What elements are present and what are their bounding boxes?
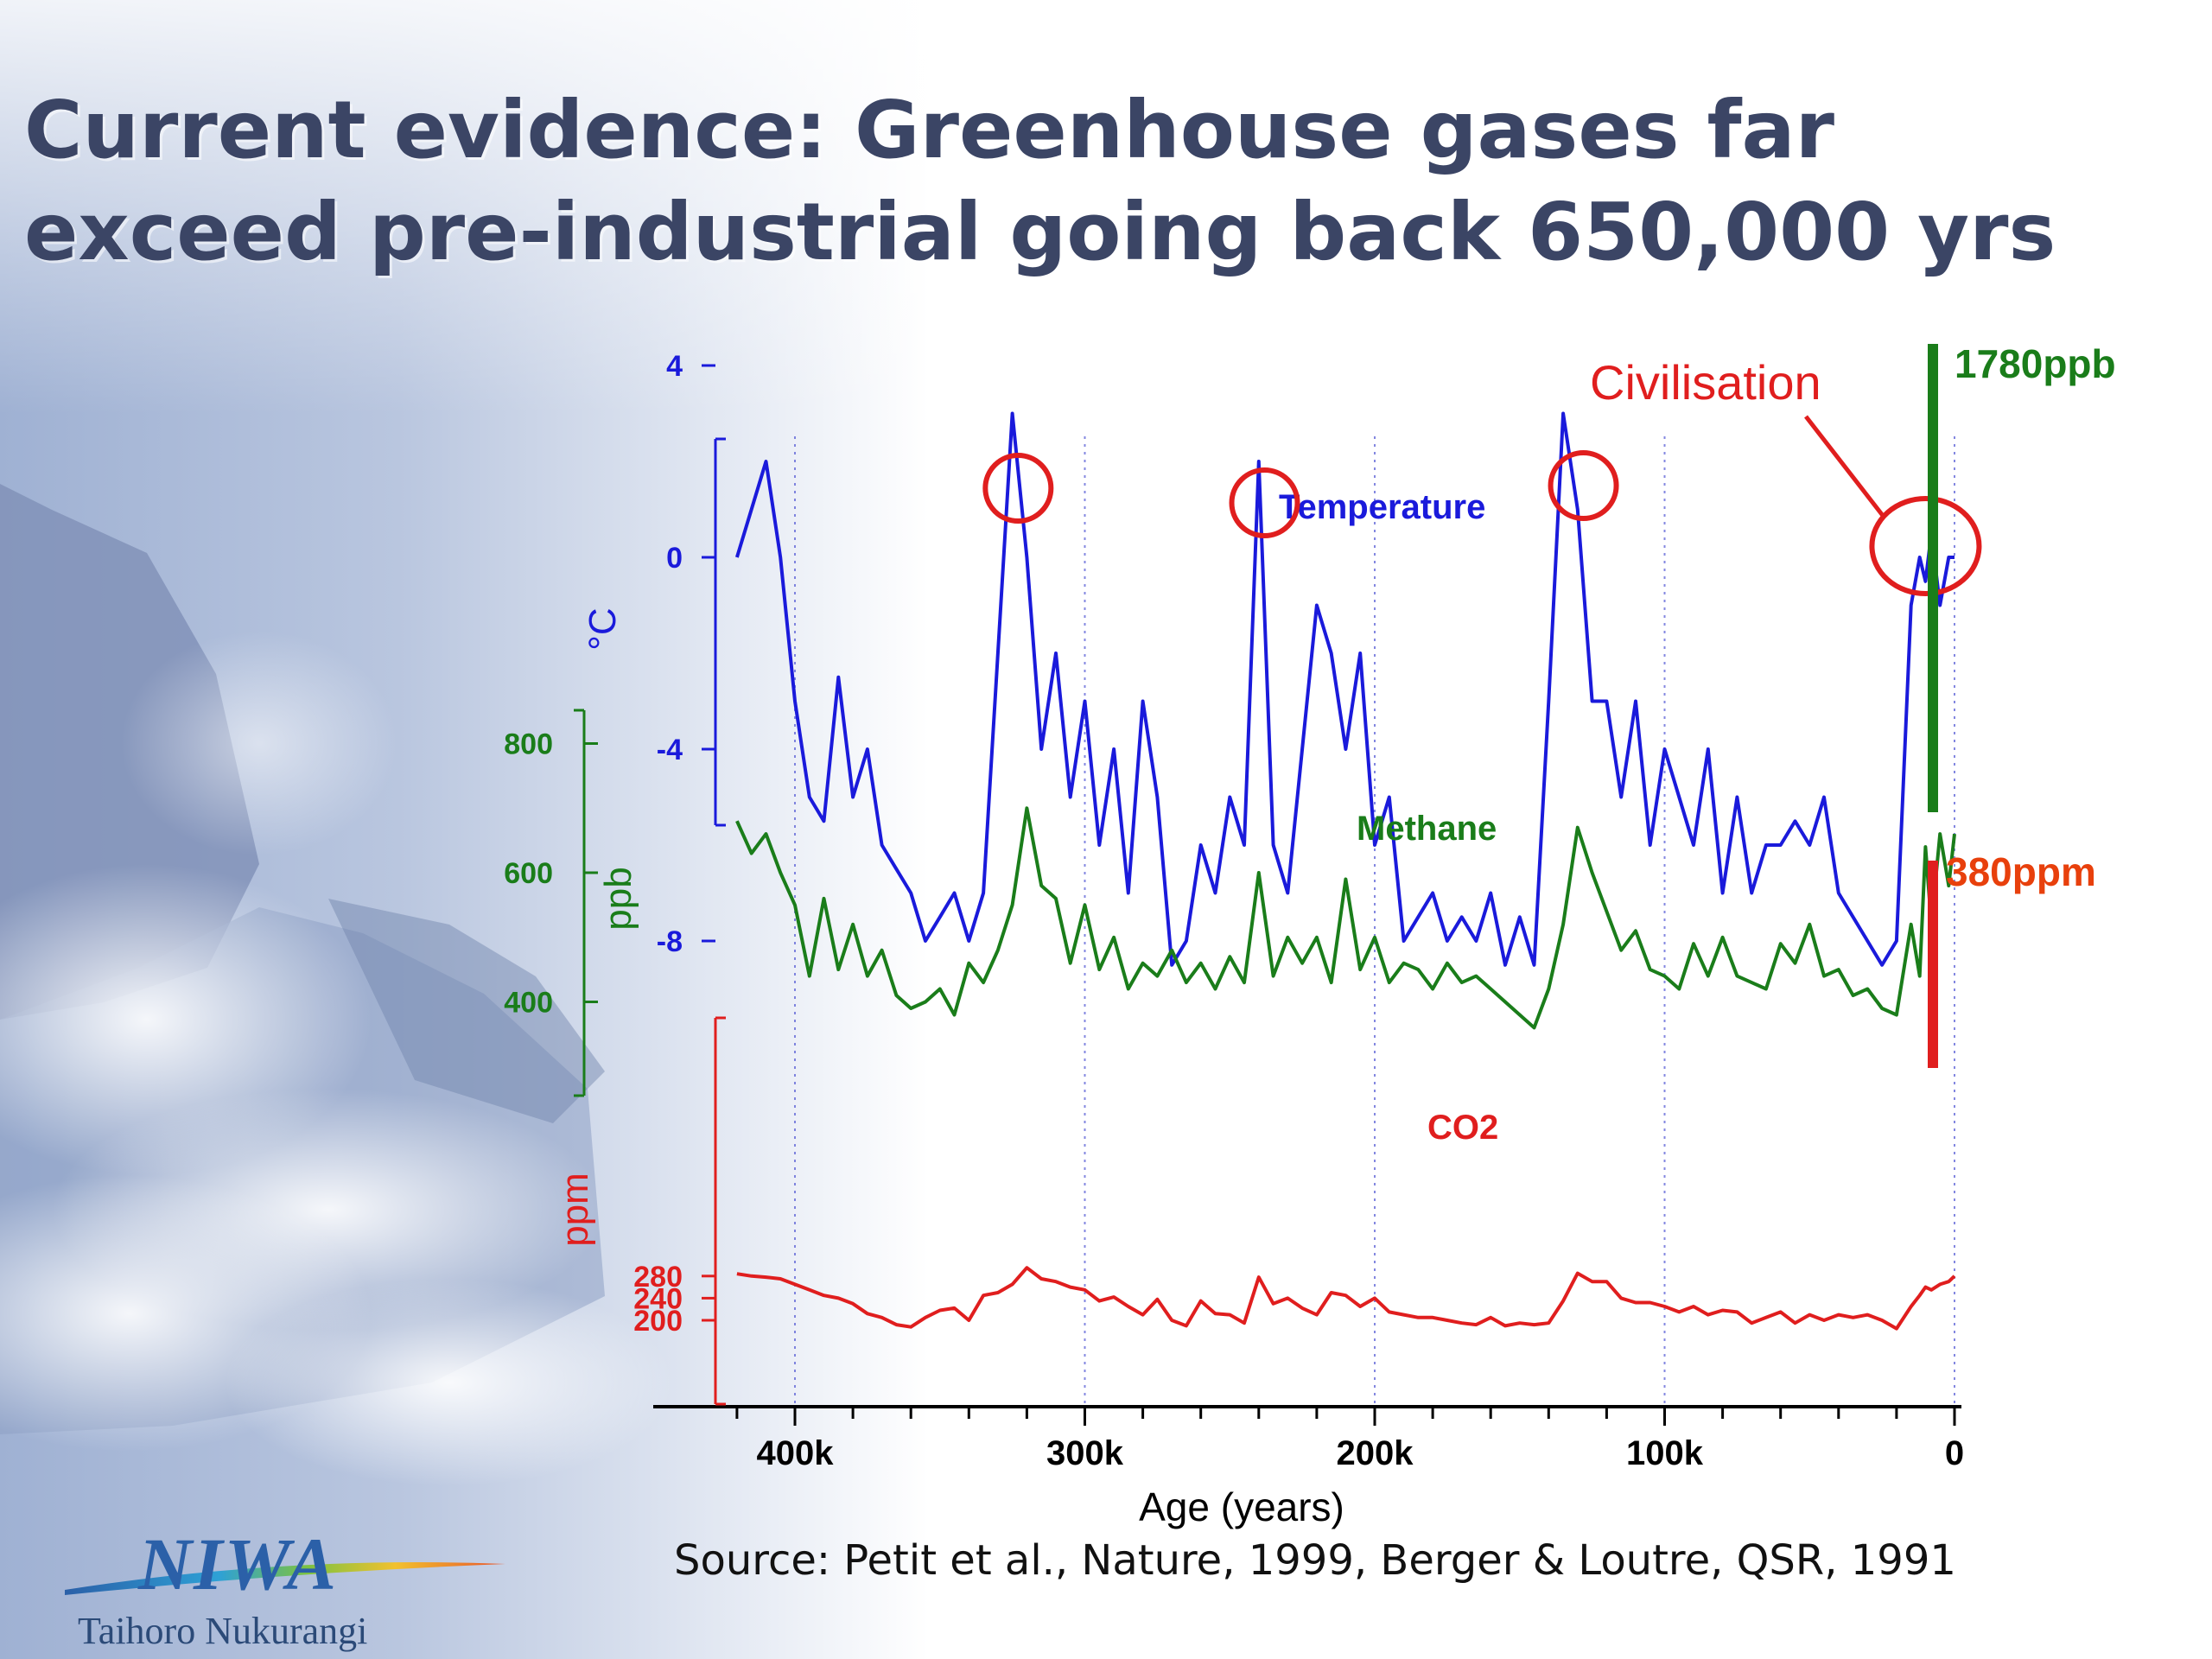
annotation-methane: Methane: [1357, 810, 1497, 848]
highlight-circle: [1548, 450, 1619, 521]
label-methane-current: 1780ppb: [1955, 341, 2116, 386]
methane-y-tick-label: 600: [504, 857, 553, 890]
logo-tagline: Taihoro Nukurangi: [78, 1610, 368, 1652]
temperature-y-tick-label: 4: [666, 350, 683, 383]
highlight-circle: [1229, 467, 1300, 538]
annotation-co2: CO2: [1427, 1109, 1498, 1147]
methane-y-unit-label: ppb: [597, 867, 639, 930]
logo-name: NIWA: [138, 1522, 339, 1605]
niwa-logo: NIWA Taihoro Nukurangi: [60, 1521, 510, 1659]
co2-y-tick-label: 240: [633, 1282, 683, 1315]
source-citation: Source: Petit et al., Nature, 1999, Berg…: [674, 1536, 1956, 1585]
chart-annotations: Temperature Methane CO2 Civilisation 1780ppb…: [982, 341, 2116, 1147]
annotation-temperature: Temperature: [1279, 488, 1485, 526]
x-tick-label: 400k: [757, 1434, 835, 1472]
highlight-circle: [1869, 496, 1982, 596]
temperature-y-tick-label: -8: [657, 925, 683, 958]
x-tick-label: 300k: [1046, 1434, 1124, 1472]
co2-y-tick-label: 280: [633, 1261, 683, 1294]
slide-title-line-1: Current evidence: Greenhouse gases far: [24, 84, 1834, 176]
temperature-series-line: [734, 411, 1955, 967]
x-tick-label: 0: [1945, 1434, 1964, 1472]
vertical-gridlines: [794, 436, 1955, 1404]
civilisation-pointer: [1804, 415, 1885, 518]
highlight-circle: [982, 453, 1054, 524]
methane-y-tick-label: 800: [504, 728, 553, 761]
label-co2-current: 380ppm: [1946, 849, 2096, 894]
slide-title-line-2: exceed pre-industrial going back 650,000…: [24, 186, 2056, 278]
temperature-y-tick-label: -4: [657, 734, 683, 766]
annotation-civilisation: Civilisation: [1590, 355, 1821, 410]
methane-y-tick-label: 400: [504, 987, 553, 1020]
co2-y-tick-label: 200: [633, 1305, 683, 1338]
x-tick-label: 200k: [1337, 1434, 1414, 1472]
chart-series: [734, 411, 1956, 1331]
logo-swoosh-icon: [65, 1562, 505, 1595]
temperature-y-unit-label: °C: [582, 607, 624, 650]
temperature-y-tick-label: 0: [666, 542, 683, 575]
methane-series-line: [735, 806, 1956, 1030]
x-tick-label: 100k: [1626, 1434, 1704, 1472]
slide-title: Current evidence: Greenhouse gases far e…: [24, 79, 2184, 283]
x-axis-title: Age (years): [1139, 1484, 1344, 1529]
co2-series-line: [736, 1266, 1956, 1331]
co2-y-unit-label: ppm: [554, 1173, 596, 1247]
chart-axes: 400k 300k 200k 100k 0 Age (years) 4 0 -4 -8 °C 800 6…: [504, 350, 1964, 1529]
